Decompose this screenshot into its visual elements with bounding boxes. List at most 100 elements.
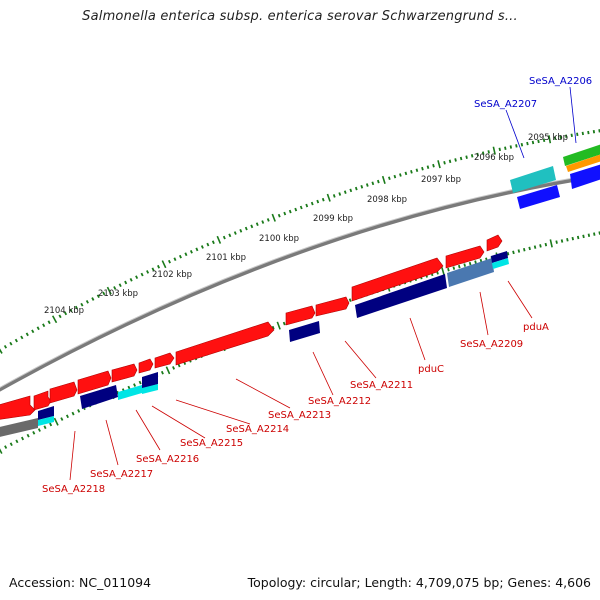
minor-tick <box>36 326 40 331</box>
minor-tick <box>85 300 89 304</box>
minor-tick <box>124 280 128 285</box>
gene-red <box>0 395 36 420</box>
topology-summary: Topology: circular; Length: 4,709,075 bp… <box>247 575 591 590</box>
gene-red <box>138 358 154 374</box>
minor-tick <box>415 168 419 173</box>
minor-tick <box>239 228 243 233</box>
minor-tick <box>305 203 309 208</box>
minor-tick <box>266 218 270 222</box>
gene-red <box>175 321 275 366</box>
major-tick <box>0 448 3 454</box>
minor-tick <box>542 138 546 143</box>
minor-tick <box>354 186 358 191</box>
minor-tick <box>118 283 122 288</box>
gene-red <box>285 305 316 326</box>
minor-tick <box>371 181 375 186</box>
minor-tick <box>343 190 347 194</box>
minor-tick <box>523 247 526 252</box>
major-tick <box>51 315 58 324</box>
minor-tick <box>553 136 557 140</box>
leader-SeSA_A2209 <box>479 291 489 336</box>
gene-label-bottom: SeSA_A2215 <box>180 438 243 449</box>
minor-tick <box>151 267 155 272</box>
minor-tick <box>388 176 391 181</box>
major-tick <box>492 146 496 155</box>
minor-tick <box>410 170 413 174</box>
minor-tick <box>560 239 564 243</box>
minor-tick <box>178 254 182 259</box>
minor-tick <box>244 226 248 231</box>
minor-tick <box>32 431 36 435</box>
minor-tick <box>539 244 542 248</box>
minor-tick <box>195 247 199 252</box>
ruler-label: 2101 kbp <box>206 253 246 263</box>
minor-tick <box>321 197 325 202</box>
minor-tick <box>421 166 424 171</box>
minor-tick <box>582 234 585 239</box>
minor-tick <box>316 199 320 204</box>
minor-tick <box>288 209 292 214</box>
minor-tick <box>448 159 452 164</box>
gene-label-bottom: pduA <box>523 322 549 333</box>
minor-tick <box>399 173 402 177</box>
ruler-label: 2097 kbp <box>421 175 461 185</box>
major-tick <box>381 175 386 184</box>
minor-tick <box>113 286 117 290</box>
label-leader-lines <box>69 86 577 481</box>
gene-red <box>154 352 175 369</box>
gene-label-bottom: SeSA_A2209 <box>460 339 523 350</box>
minor-tick <box>47 320 51 325</box>
minor-tick <box>474 260 477 264</box>
cds-cyan-top <box>510 166 556 193</box>
gene-label-bottom: SeSA_A2216 <box>136 454 199 465</box>
forward-genes <box>0 234 503 420</box>
major-tick <box>276 321 281 330</box>
minor-tick <box>506 251 510 256</box>
cds-navy <box>142 372 158 389</box>
minor-tick <box>566 238 569 242</box>
minor-tick <box>157 264 161 269</box>
minor-tick <box>277 213 281 218</box>
minor-tick <box>332 194 336 198</box>
minor-tick <box>222 235 226 240</box>
leader-pduA <box>507 280 533 319</box>
ruler-labels: 2095 kbp 2096 kbp 2097 kbp 2098 kbp 2099… <box>44 133 568 316</box>
minor-tick <box>457 264 461 269</box>
genome-backbone <box>0 173 600 392</box>
gene-red <box>33 390 52 411</box>
minor-tick <box>177 363 181 368</box>
major-tick <box>271 213 276 222</box>
gene-label-bottom: SeSA_A2213 <box>268 410 331 421</box>
cds-cyan <box>38 416 54 426</box>
gene-red <box>49 381 78 404</box>
cds-blue-top <box>517 185 560 209</box>
minor-tick <box>261 220 265 224</box>
ruler-label: 2096 kbp <box>474 153 514 163</box>
minor-tick <box>172 366 175 370</box>
reverse-genes <box>0 251 509 437</box>
minor-tick <box>283 211 287 216</box>
minor-tick <box>515 144 518 148</box>
minor-tick <box>102 291 106 296</box>
major-tick <box>549 239 553 248</box>
minor-tick <box>338 192 342 196</box>
minor-tick <box>91 297 95 301</box>
major-tick <box>216 235 222 244</box>
map-title: Salmonella enterica subsp. enterica sero… <box>82 9 518 24</box>
minor-tick <box>349 188 353 193</box>
minor-tick <box>470 154 474 158</box>
major-tick <box>161 260 167 269</box>
minor-tick <box>559 135 562 139</box>
ruler-label: 2102 kbp <box>152 270 192 280</box>
minor-tick <box>593 232 596 236</box>
minor-tick <box>206 242 210 247</box>
leader-SeSA_A2207 <box>505 109 525 159</box>
accession-text: Accession: NC_011094 <box>9 575 152 590</box>
minor-tick <box>404 171 408 176</box>
major-tick <box>165 366 171 375</box>
ruler-label: 2099 kbp <box>313 214 353 224</box>
cds-cyan <box>118 385 142 400</box>
minor-tick <box>146 270 150 274</box>
minor-tick <box>299 205 303 210</box>
minor-tick <box>587 130 590 135</box>
